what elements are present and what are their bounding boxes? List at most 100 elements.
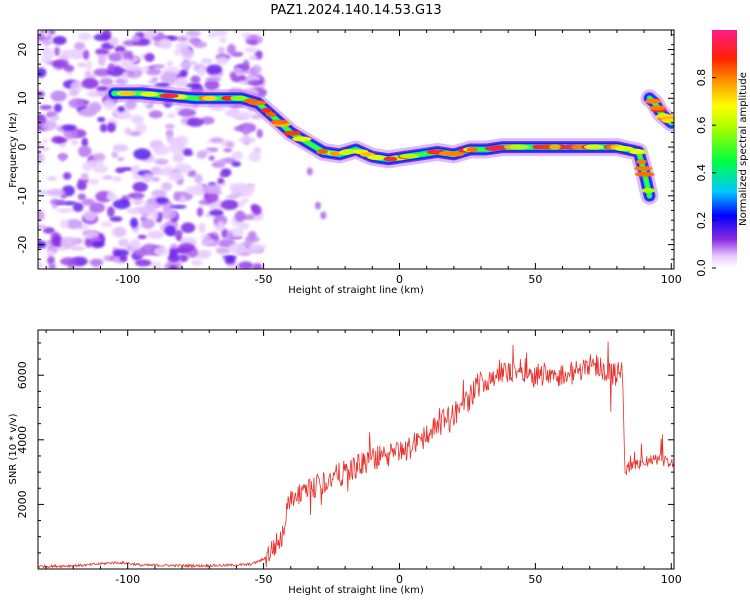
noise-blob	[55, 137, 68, 143]
noise-blob	[198, 249, 212, 259]
noise-blob	[248, 151, 261, 162]
noise-blob	[196, 181, 203, 193]
noise-blob	[314, 201, 321, 210]
noise-blob	[85, 60, 93, 72]
noise-blob	[217, 220, 225, 231]
x-tick-label: 100	[661, 573, 682, 586]
noise-blob	[68, 98, 86, 109]
noise-blob	[89, 202, 105, 214]
noise-blob	[65, 218, 83, 230]
ridge-hotspot	[230, 95, 248, 101]
y-tick-label: 10	[16, 91, 29, 105]
noise-blob	[231, 161, 242, 167]
noise-blob	[238, 261, 254, 269]
noise-blob	[50, 90, 67, 102]
snr-ticks: -100 -50 0 50 100 2000 4000 6000	[16, 330, 682, 586]
noise-blob	[38, 91, 45, 98]
noise-blob	[62, 172, 72, 180]
snr-background	[38, 330, 674, 569]
y-tick-label: 6000	[16, 361, 29, 389]
noise-blob	[209, 209, 224, 217]
noise-blob	[140, 31, 158, 38]
noise-blob	[237, 222, 250, 230]
ridge-hotspot	[444, 151, 465, 157]
noise-blob	[112, 199, 131, 210]
ridge-hotspot	[584, 144, 604, 150]
noise-blob	[197, 66, 206, 77]
ridge-hotspot	[399, 153, 419, 159]
noise-blob	[122, 50, 131, 61]
noise-blob	[206, 64, 223, 75]
noise-blob	[60, 236, 77, 249]
noise-blob	[151, 77, 159, 82]
noise-blob	[82, 49, 90, 60]
noise-blob	[244, 46, 259, 53]
colorbar-tick-label: 0.8	[695, 69, 708, 87]
noise-blob	[160, 71, 178, 84]
noise-blob	[216, 159, 226, 166]
noise-blob	[77, 193, 87, 201]
noise-blob	[130, 199, 146, 205]
noise-blob	[178, 254, 189, 262]
noise-blob	[38, 114, 47, 125]
noise-blob	[166, 60, 173, 67]
noise-blob	[177, 35, 189, 43]
ridge-hotspot	[549, 144, 561, 150]
noise-blob	[50, 115, 60, 122]
noise-blob	[170, 204, 187, 209]
noise-blob	[152, 176, 160, 182]
noise-blob	[190, 259, 203, 266]
y-tick-label: -20	[16, 236, 29, 254]
noise-blob	[228, 242, 247, 255]
noise-blob	[252, 262, 263, 269]
noise-blob	[156, 196, 169, 204]
noise-blob	[148, 199, 159, 204]
ridge-hotspot	[202, 95, 218, 101]
noise-blob	[38, 146, 51, 152]
noise-blob	[144, 53, 155, 62]
ridge-hotspot	[636, 159, 647, 165]
ridge-hotspot	[243, 98, 259, 104]
noise-blob	[226, 263, 242, 269]
snr-line-layer	[38, 341, 674, 569]
noise-blob	[97, 116, 106, 123]
noise-blob	[70, 246, 86, 251]
noise-blob	[216, 247, 231, 255]
noise-blob	[180, 48, 194, 61]
noise-blob	[201, 238, 215, 246]
noise-blob	[160, 208, 177, 220]
noise-blob	[78, 109, 96, 117]
noise-blob	[164, 165, 174, 174]
noise-blob	[226, 256, 235, 262]
noise-blob	[196, 150, 208, 159]
noise-blob	[106, 206, 115, 218]
noise-blob	[133, 148, 151, 160]
noise-blob	[145, 67, 162, 76]
colorbar-label: Normalized spectral amplitude	[738, 72, 749, 226]
snr-panel: -100 -50 0 50 100 2000 4000 6000 Height of stra…	[8, 329, 682, 596]
noise-blob	[42, 30, 51, 39]
x-tick-label: 50	[528, 273, 542, 286]
ridge-hotspot	[383, 156, 398, 162]
noise-blob	[164, 225, 176, 236]
noise-blob	[92, 165, 109, 174]
colorbar-tick-label: 0.6	[695, 116, 708, 134]
noise-blob	[73, 42, 86, 51]
ridge-hotspot	[283, 130, 301, 136]
noise-blob	[247, 230, 257, 240]
noise-blob	[46, 175, 58, 181]
noise-blob	[168, 265, 178, 269]
noise-blob	[129, 217, 138, 228]
ridge-hotspot	[260, 107, 272, 113]
noise-blob	[175, 41, 190, 52]
noise-blob	[174, 76, 189, 88]
noise-blob	[53, 46, 61, 57]
x-tick-label: -100	[115, 273, 140, 286]
noise-blob	[40, 47, 51, 53]
noise-blob	[217, 46, 226, 55]
noise-blob	[205, 77, 222, 82]
ridge-hotspot	[139, 91, 159, 97]
noise-blob	[38, 142, 44, 147]
noise-blob	[230, 186, 237, 198]
